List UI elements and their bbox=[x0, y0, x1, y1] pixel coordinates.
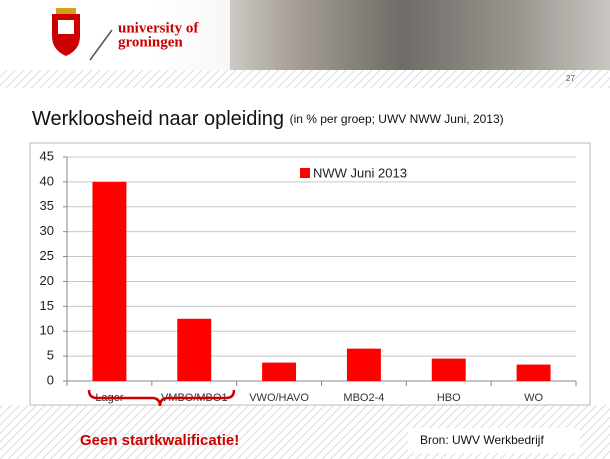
y-tick-label: 25 bbox=[40, 248, 54, 263]
annotation: Geen startkwalificatie! bbox=[80, 432, 239, 449]
x-tick-label: VWO/HAVO bbox=[249, 392, 309, 404]
x-tick-label: MBO2-4 bbox=[343, 392, 384, 404]
logo-area bbox=[0, 0, 230, 72]
logo-crest bbox=[52, 8, 80, 56]
bar bbox=[262, 362, 297, 381]
legend-swatch bbox=[300, 168, 310, 178]
legend-label: NWW Juni 2013 bbox=[313, 165, 407, 180]
source-box bbox=[408, 428, 580, 453]
bar bbox=[92, 181, 127, 381]
bar bbox=[516, 364, 551, 381]
page-number: 27 bbox=[566, 74, 575, 83]
bar bbox=[431, 358, 466, 381]
logo-text: university of bbox=[118, 20, 199, 36]
title-main: Werkloosheid naar opleiding bbox=[32, 108, 284, 130]
bar bbox=[346, 348, 381, 381]
hatch-band bbox=[0, 70, 610, 88]
subtitle: (in % per groep; UWV NWW Juni, 2013) bbox=[290, 112, 504, 126]
y-tick-label: 5 bbox=[47, 348, 54, 363]
y-tick-label: 40 bbox=[40, 173, 54, 188]
y-tick-label: 35 bbox=[40, 198, 54, 213]
bracket bbox=[87, 389, 236, 407]
logo-text: groningen bbox=[118, 34, 183, 50]
logo-slash bbox=[89, 29, 113, 61]
chart-title: Werkloosheid naar opleiding (in % per gr… bbox=[32, 108, 504, 130]
y-tick-label: 45 bbox=[40, 148, 54, 163]
y-tick-label: 10 bbox=[40, 323, 54, 338]
y-tick-label: 20 bbox=[40, 273, 54, 288]
y-tick-label: 0 bbox=[47, 372, 54, 387]
chart-frame bbox=[29, 142, 591, 406]
x-tick-label: HBO bbox=[437, 392, 461, 404]
bar bbox=[177, 318, 212, 381]
source: Bron: UWV Werkbedrijf bbox=[420, 433, 544, 447]
y-tick-label: 15 bbox=[40, 298, 54, 313]
y-tick-label: 30 bbox=[40, 223, 54, 238]
x-tick-label: WO bbox=[524, 392, 543, 404]
